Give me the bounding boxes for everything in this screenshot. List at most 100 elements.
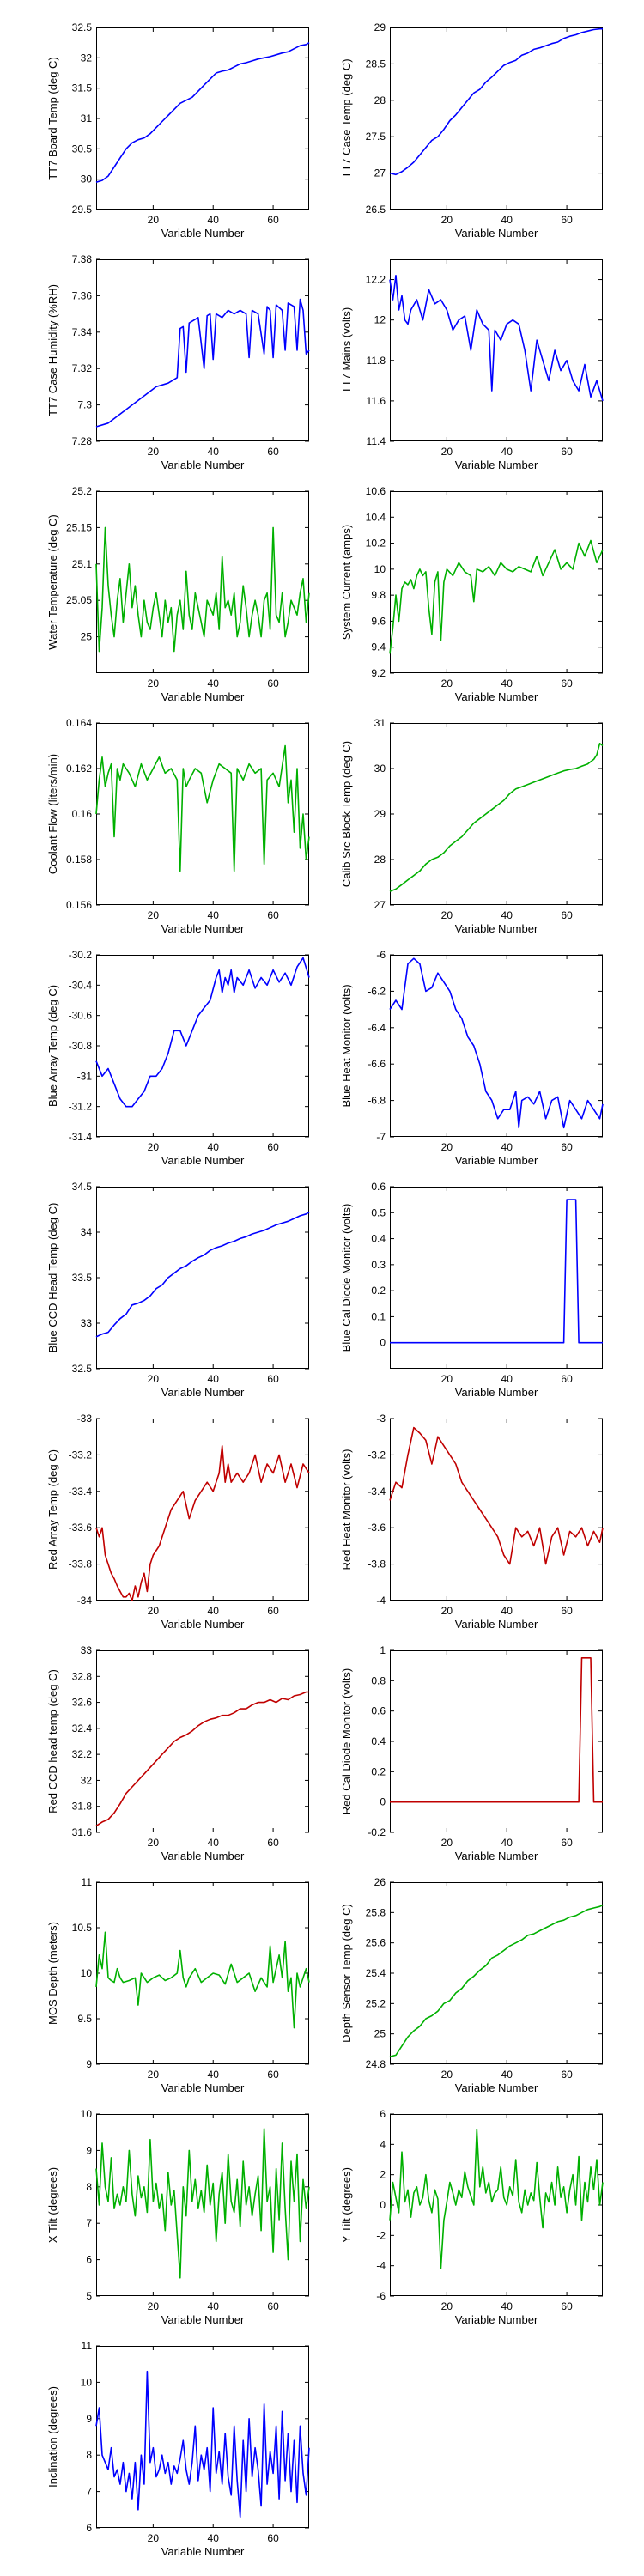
x-tick-label: 20 — [148, 214, 160, 226]
y-tick-label: 26 — [374, 1876, 386, 1888]
x-axis-label: Variable Number — [161, 1850, 245, 1862]
x-tick-label: 40 — [208, 446, 220, 458]
series-line — [95, 1931, 310, 2029]
y-axis-label: Blue Heat Monitor (volts) — [340, 984, 353, 1107]
series-line — [95, 1444, 310, 1601]
series-line — [390, 1657, 603, 1803]
y-tick-label: 32.4 — [72, 1722, 93, 1735]
y-tick-label: -0.2 — [368, 1826, 386, 1838]
y-tick-label: -34 — [77, 1595, 93, 1607]
series-line — [389, 27, 603, 176]
y-tick-label: 32.5 — [72, 21, 93, 33]
x-axis-label: Variable Number — [455, 1154, 538, 1167]
y-tick-label: 8 — [86, 2181, 92, 2193]
x-axis-label: Variable Number — [455, 922, 538, 935]
chart-depth-sensor-temp: 20 40 60 24.8 25 25.2 25.4 25.6 25.8 26 Variable N… — [340, 1876, 604, 2094]
y-tick-label: 11 — [82, 2340, 93, 2352]
y-tick-label: 11 — [82, 1876, 93, 1888]
x-axis-label: Variable Number — [161, 1154, 245, 1167]
y-tick-label: 8 — [86, 2449, 92, 2461]
y-tick-label: -4 — [376, 1595, 386, 1607]
x-tick-label: 40 — [501, 1373, 513, 1385]
y-axis-label: TT7 Case Humidity (%RH) — [46, 284, 59, 416]
chart-inclination: 20 40 60 6 7 8 9 10 11 Variable Number Inclination… — [46, 2340, 310, 2558]
y-tick-label: 10.6 — [366, 485, 386, 497]
y-axis-label: Blue Array Temp (deg C) — [46, 985, 59, 1107]
y-tick-label: 25.4 — [366, 1967, 386, 1979]
x-tick-label: 40 — [208, 2069, 220, 2081]
y-axis-label: Calib Src Block Temp (deg C) — [340, 741, 353, 887]
y-tick-label: 10.4 — [366, 511, 386, 523]
y-tick-label: 31.8 — [72, 1801, 93, 1813]
y-tick-label: 25.2 — [72, 485, 93, 497]
x-tick-label: 40 — [208, 1605, 220, 1617]
x-tick-label: 60 — [267, 2300, 279, 2312]
y-tick-label: 34.5 — [72, 1181, 93, 1193]
x-tick-label: 40 — [501, 1837, 513, 1849]
x-tick-label: 20 — [148, 2069, 160, 2081]
y-tick-label: 2 — [380, 2169, 386, 2181]
y-tick-label: -4 — [376, 2260, 386, 2272]
y-tick-label: -33.2 — [69, 1449, 93, 1461]
y-tick-label: 25.05 — [66, 594, 92, 606]
y-tick-label: 10.2 — [366, 538, 386, 550]
series-line — [389, 539, 604, 654]
y-tick-label: 24.8 — [366, 2058, 386, 2070]
chart-water-temp: 20 40 60 25 25.05 25.1 25.15 25.2 Variable Numbe… — [46, 485, 310, 703]
y-tick-label: 4 — [380, 2138, 386, 2150]
y-tick-label: 7.28 — [72, 435, 93, 447]
x-tick-label: 40 — [208, 214, 220, 226]
chart-red-cal-diode-monitor: 20 40 60 -0.2 0 0.2 0.4 0.6 0.8 1 Variable Number R… — [340, 1644, 603, 1862]
y-tick-label: 30.5 — [72, 143, 93, 155]
x-axis-label: Variable Number — [161, 922, 245, 935]
y-tick-label: 11.6 — [367, 395, 386, 407]
y-tick-label: 0.158 — [66, 854, 92, 866]
series-line — [389, 957, 604, 1129]
chart-x-tilt: 20 40 60 5 6 7 8 9 10 Variable Number X Tilt (degr… — [46, 2108, 310, 2326]
y-axis-label: Red Array Temp (deg C) — [46, 1449, 59, 1570]
chart-red-array-temp: 20 40 60 -34 -33.8 -33.6 -33.4 -33.2 -33 Variable… — [46, 1413, 310, 1631]
series-line — [389, 274, 604, 402]
series-line — [389, 2128, 604, 2269]
x-tick-label: 20 — [148, 446, 160, 458]
x-tick-label: 20 — [441, 446, 453, 458]
y-tick-label: 7 — [86, 2486, 92, 2498]
plot-frame — [96, 1187, 309, 1369]
y-tick-label: 9 — [86, 2058, 92, 2070]
y-tick-label: -31.2 — [69, 1101, 93, 1113]
x-axis-label: Variable Number — [161, 459, 245, 471]
x-tick-label: 20 — [441, 909, 453, 921]
chart-blue-heat-monitor: 20 40 60 -7 -6.8 -6.6 -6.4 -6.2 -6 Variable Numbe… — [340, 949, 604, 1167]
y-tick-label: 0.5 — [371, 1206, 386, 1218]
chart-system-current: 20 40 60 9.2 9.4 9.6 9.8 10 10.2 10.4 10.6 Variable… — [340, 485, 604, 703]
x-tick-label: 20 — [148, 2532, 160, 2544]
y-tick-label: 11.8 — [367, 355, 386, 367]
y-tick-label: 30 — [374, 762, 386, 775]
y-tick-label: 6 — [86, 2522, 92, 2534]
chart-blue-cal-diode-monitor: 20 40 60 0 0.1 0.2 0.3 0.4 0.5 0.6 Variable Number… — [340, 1181, 603, 1399]
x-tick-label: 40 — [208, 677, 220, 690]
x-tick-label: 20 — [148, 2300, 160, 2312]
y-tick-label: 0.16 — [72, 808, 93, 820]
series-line — [389, 1904, 604, 2057]
plot-frame — [96, 723, 309, 905]
y-tick-label: 25.15 — [66, 521, 92, 533]
series-line — [95, 42, 310, 183]
x-axis-label: Variable Number — [161, 2313, 245, 2326]
series-line — [390, 1199, 603, 1344]
series-line — [95, 1212, 310, 1338]
x-tick-label: 60 — [561, 1605, 573, 1617]
x-tick-label: 60 — [561, 2300, 573, 2312]
plot-frame — [96, 27, 309, 210]
x-tick-label: 20 — [441, 2300, 453, 2312]
y-tick-label: 6 — [380, 2108, 386, 2120]
y-axis-label: Inclination (degrees) — [46, 2386, 59, 2488]
x-tick-label: 40 — [501, 2300, 513, 2312]
y-tick-label: 9.8 — [371, 589, 386, 601]
y-tick-label: -3.8 — [368, 1558, 386, 1571]
y-axis-label: TT7 Mains (volts) — [340, 307, 353, 393]
plot-frame — [390, 1882, 603, 2064]
x-tick-label: 60 — [267, 2069, 279, 2081]
y-tick-label: 10 — [81, 2108, 93, 2120]
